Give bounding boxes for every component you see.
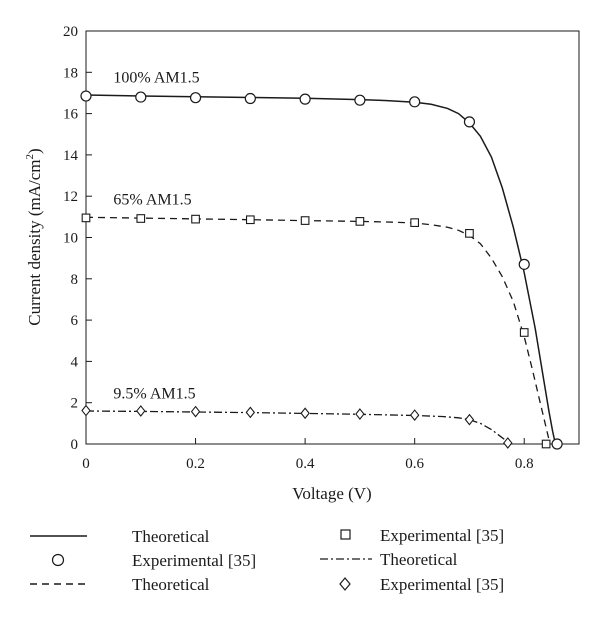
x-axis-ticks: 0 0.2 0.4 0.6 0.8	[82, 438, 534, 472]
legend-label-theoretical-dashdot: Theoretical	[380, 550, 458, 569]
data-point-diamond	[464, 413, 475, 426]
data-point-square	[410, 218, 420, 227]
legend: Theoretical Experimental [35] Theoretica…	[30, 526, 504, 594]
data-point-square	[191, 214, 200, 224]
data-point-circle	[189, 92, 202, 104]
legend-label-theoretical-solid: Theoretical	[132, 527, 210, 546]
data-point-circle	[244, 92, 256, 105]
x-tick-label: 0	[82, 456, 90, 472]
data-point-square	[300, 216, 310, 225]
data-point-diamond	[136, 405, 146, 417]
legend-swatch-diamond	[339, 577, 351, 591]
data-point-diamond	[245, 406, 256, 419]
y-axis-ticks: 0 2 4 6 8 10 12 14 16 18 20	[63, 24, 92, 453]
y-tick-label: 10	[63, 231, 78, 247]
data-point-diamond	[355, 408, 365, 420]
x-axis-title: Voltage (V)	[292, 484, 371, 503]
x-tick-label: 0.4	[296, 456, 315, 472]
data-point-square	[519, 328, 529, 337]
data-point-circle	[463, 116, 476, 128]
y-axis-title-main: Current density (mA/cm	[25, 159, 44, 325]
data-point-square	[355, 217, 365, 226]
curve-annotation: 65% AM1.5	[113, 191, 191, 208]
y-axis-title-superscript: 2	[24, 154, 36, 160]
legend-label-experimental-circle: Experimental [35]	[132, 551, 256, 570]
data-point-circle	[135, 91, 147, 103]
data-point-square	[81, 213, 91, 223]
y-tick-label: 6	[71, 313, 79, 329]
series-line-solid	[85, 94, 557, 445]
legend-swatch-circle	[51, 553, 65, 567]
x-tick-label: 0.6	[405, 456, 424, 472]
y-axis-title-close: )	[25, 148, 44, 154]
data-point-circle	[80, 90, 92, 102]
data-point-diamond	[300, 407, 310, 420]
x-tick-label: 0.2	[186, 456, 205, 472]
y-tick-label: 0	[71, 437, 79, 453]
curve-annotation: 100% AM1.5	[113, 70, 199, 87]
y-tick-label: 20	[63, 24, 78, 40]
y-tick-label: 2	[71, 396, 79, 412]
data-point-square	[465, 229, 474, 238]
data-point-square	[245, 215, 255, 225]
series-line-dashed	[85, 216, 551, 445]
y-tick-label: 12	[63, 189, 78, 205]
series-line-dashdot	[85, 410, 511, 445]
data-point-diamond	[409, 409, 420, 421]
curve-annotation: 9.5% AM1.5	[113, 386, 195, 403]
data-point-square	[541, 439, 551, 449]
annotations: 100% AM1.5 65% AM1.5 9.5% AM1.5	[113, 70, 199, 403]
data-point-circle	[551, 438, 563, 450]
data-point-diamond	[503, 437, 513, 449]
y-tick-label: 4	[71, 354, 79, 370]
y-tick-label: 16	[63, 107, 79, 123]
legend-label-experimental-square: Experimental [35]	[380, 526, 504, 545]
legend-label-experimental-diamond: Experimental [35]	[380, 575, 504, 594]
data-point-diamond	[81, 404, 91, 417]
data-point-circle	[299, 93, 311, 105]
series-markers	[80, 90, 563, 450]
y-tick-label: 14	[63, 148, 79, 164]
legend-label-theoretical-dashed: Theoretical	[132, 575, 210, 594]
data-point-circle	[409, 96, 421, 108]
series-lines	[85, 94, 557, 445]
y-axis-title: Current density (mA/cm2)	[24, 148, 44, 325]
legend-swatch-square	[340, 529, 351, 540]
data-point-circle	[354, 94, 366, 106]
data-point-diamond	[190, 405, 201, 418]
y-tick-label: 8	[71, 272, 79, 288]
y-tick-label: 18	[63, 65, 78, 81]
data-point-square	[136, 214, 146, 223]
x-tick-label: 0.8	[515, 456, 534, 472]
plot-frame	[85, 30, 580, 445]
data-point-circle	[518, 258, 530, 270]
